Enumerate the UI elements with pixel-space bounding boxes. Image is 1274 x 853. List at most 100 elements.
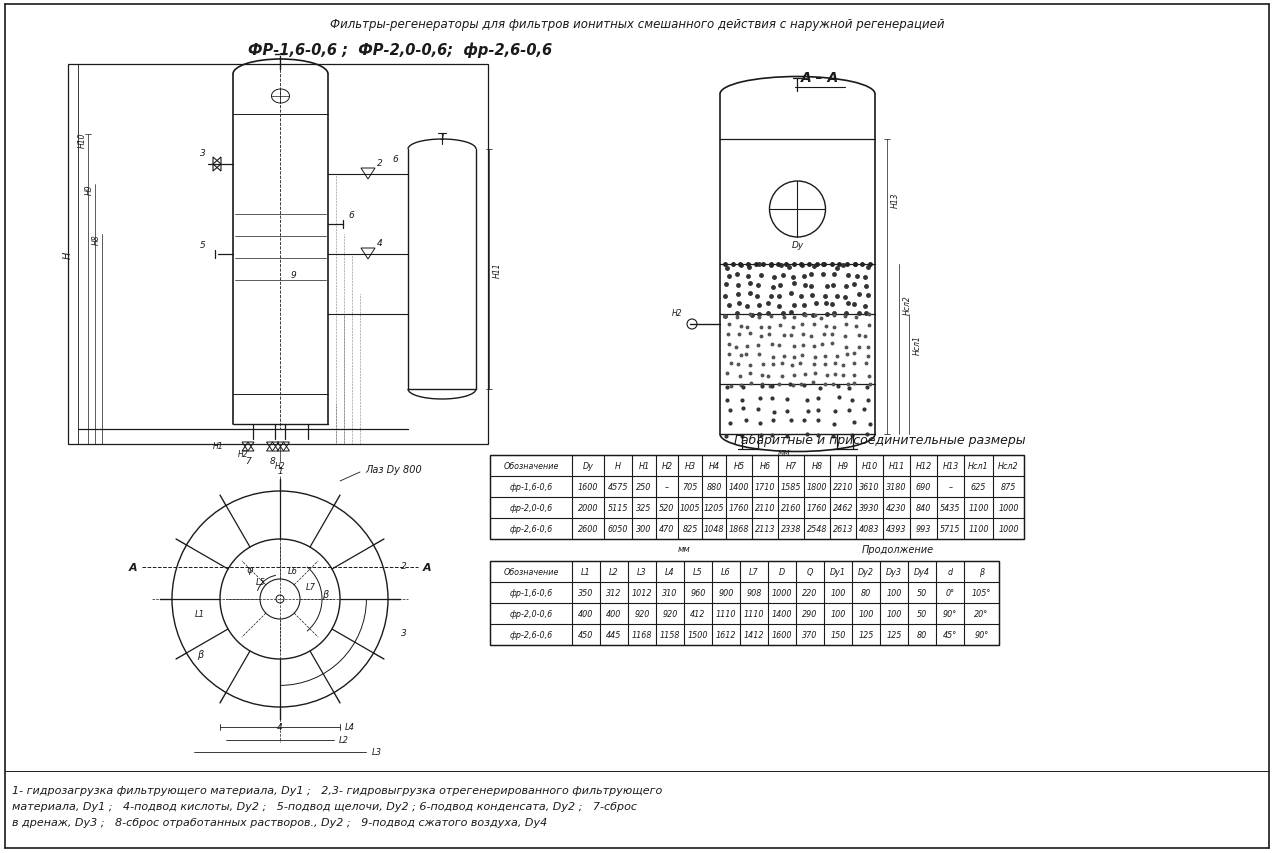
Text: 840: 840 — [916, 503, 931, 513]
Text: 100: 100 — [887, 589, 902, 597]
Text: 6: 6 — [348, 210, 354, 219]
Text: Обозначение: Обозначение — [503, 461, 559, 471]
Text: 7: 7 — [245, 457, 251, 466]
Text: L2: L2 — [609, 567, 619, 577]
Text: 400: 400 — [578, 609, 594, 618]
Text: –: – — [949, 483, 953, 491]
Text: 690: 690 — [916, 483, 931, 491]
Text: 1: 1 — [440, 133, 445, 142]
Text: 993: 993 — [916, 525, 931, 533]
Text: ФР-1,6-0,6 ;  ФР-2,0-0,6;  фр-2,6-0,6: ФР-1,6-0,6 ; ФР-2,0-0,6; фр-2,6-0,6 — [248, 42, 552, 57]
Text: 5715: 5715 — [940, 525, 961, 533]
Text: 2600: 2600 — [577, 525, 599, 533]
Text: 4230: 4230 — [887, 503, 907, 513]
Text: 1400: 1400 — [729, 483, 749, 491]
Text: H10: H10 — [861, 461, 878, 471]
Text: 960: 960 — [691, 589, 706, 597]
Text: 1760: 1760 — [806, 503, 827, 513]
Text: 4: 4 — [377, 238, 383, 247]
Text: 4: 4 — [278, 722, 283, 732]
Text: L1: L1 — [581, 567, 591, 577]
Text: D: D — [778, 567, 785, 577]
Text: Dy2: Dy2 — [857, 567, 874, 577]
Text: 2210: 2210 — [833, 483, 854, 491]
Text: 1110: 1110 — [744, 609, 764, 618]
Text: 1868: 1868 — [729, 525, 749, 533]
Text: 908: 908 — [747, 589, 762, 597]
Text: 1100: 1100 — [968, 503, 989, 513]
Text: L6: L6 — [288, 566, 297, 575]
Text: 105°: 105° — [972, 589, 991, 597]
Text: H2: H2 — [238, 450, 248, 459]
Text: 250: 250 — [636, 483, 652, 491]
Text: L1: L1 — [195, 610, 205, 618]
Text: 150: 150 — [831, 630, 846, 639]
Text: 1000: 1000 — [999, 525, 1019, 533]
Text: мм: мм — [777, 448, 790, 457]
Text: материала, Dy1 ;   4-подвод кислоты, Dy2 ;   5-подвод щелочи, Dy2 ; 6-подвод кон: материала, Dy1 ; 4-подвод кислоты, Dy2 ;… — [11, 801, 637, 811]
Text: 1585: 1585 — [781, 483, 801, 491]
Text: 5435: 5435 — [940, 503, 961, 513]
Text: 80: 80 — [917, 630, 927, 639]
Text: 20°: 20° — [975, 609, 989, 618]
Text: 300: 300 — [636, 525, 652, 533]
Text: фр-1,6-0,6: фр-1,6-0,6 — [510, 589, 553, 597]
Text: 2000: 2000 — [577, 503, 599, 513]
Text: 1: 1 — [278, 467, 283, 476]
Bar — [490, 561, 999, 645]
Text: 8: 8 — [270, 457, 275, 466]
Text: H12: H12 — [916, 461, 931, 471]
Text: H11: H11 — [888, 461, 905, 471]
Text: 1760: 1760 — [729, 503, 749, 513]
Text: Фильтры-регенераторы для фильтров ионитных смешанного действия с наружной регене: Фильтры-регенераторы для фильтров ионитн… — [330, 18, 944, 31]
Text: H10: H10 — [78, 132, 87, 148]
Text: 920: 920 — [662, 609, 678, 618]
Text: 2613: 2613 — [833, 525, 854, 533]
Text: 50: 50 — [917, 589, 927, 597]
Text: Обозначение: Обозначение — [503, 567, 559, 577]
Text: 920: 920 — [634, 609, 650, 618]
Text: H9: H9 — [837, 461, 848, 471]
Text: 875: 875 — [1001, 483, 1017, 491]
Text: 400: 400 — [606, 609, 622, 618]
Text: H1: H1 — [638, 461, 650, 471]
Text: 3930: 3930 — [859, 503, 880, 513]
Text: H13: H13 — [943, 461, 958, 471]
Text: Hсл1: Hсл1 — [913, 334, 922, 355]
Text: d: d — [948, 567, 953, 577]
Text: 290: 290 — [803, 609, 818, 618]
Text: β: β — [322, 589, 329, 600]
Text: 1012: 1012 — [632, 589, 652, 597]
Text: Продолжение: Продолжение — [861, 544, 934, 554]
Text: 3180: 3180 — [887, 483, 907, 491]
Text: 520: 520 — [660, 503, 675, 513]
Text: 705: 705 — [683, 483, 698, 491]
Text: H2: H2 — [671, 308, 682, 317]
Text: фр-1,6-0,6: фр-1,6-0,6 — [510, 483, 553, 491]
Text: Dy3: Dy3 — [885, 567, 902, 577]
Text: 2548: 2548 — [806, 525, 827, 533]
Text: 470: 470 — [660, 525, 675, 533]
Text: H3: H3 — [684, 461, 696, 471]
Text: 450: 450 — [578, 630, 594, 639]
Text: 1600: 1600 — [577, 483, 599, 491]
Text: Dy: Dy — [582, 461, 594, 471]
Text: 100: 100 — [887, 609, 902, 618]
Text: 1048: 1048 — [703, 525, 724, 533]
Text: 4083: 4083 — [859, 525, 880, 533]
Text: 1158: 1158 — [660, 630, 680, 639]
Text: H4: H4 — [708, 461, 720, 471]
Text: 325: 325 — [636, 503, 652, 513]
Text: L4: L4 — [665, 567, 675, 577]
Text: 2462: 2462 — [833, 503, 854, 513]
Text: Hсл1: Hсл1 — [968, 461, 989, 471]
Text: H1: H1 — [213, 442, 224, 451]
Text: β: β — [978, 567, 984, 577]
Text: Hсл2: Hсл2 — [903, 295, 912, 315]
Text: φ: φ — [247, 565, 254, 574]
Text: 100: 100 — [859, 609, 874, 618]
Text: H8: H8 — [812, 461, 823, 471]
Text: 412: 412 — [691, 609, 706, 618]
Text: 625: 625 — [971, 483, 986, 491]
Text: 1412: 1412 — [744, 630, 764, 639]
